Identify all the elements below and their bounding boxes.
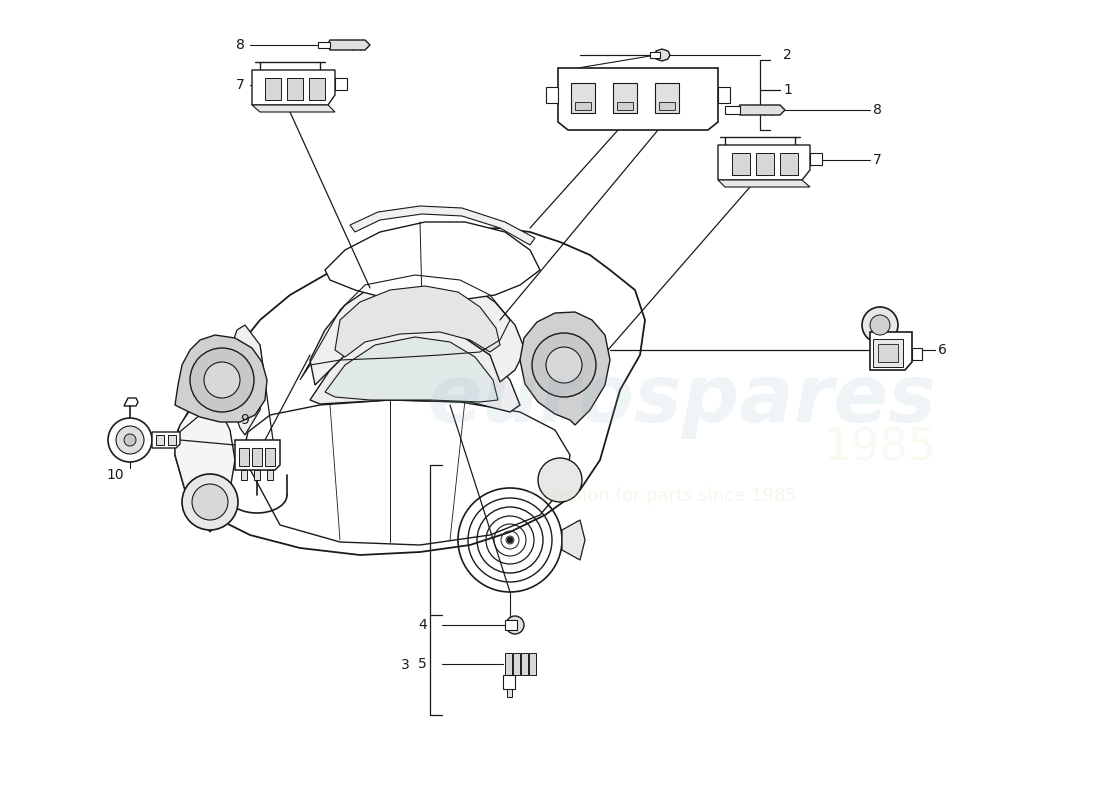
Polygon shape xyxy=(175,228,645,555)
Circle shape xyxy=(870,315,890,335)
Circle shape xyxy=(190,348,254,412)
Circle shape xyxy=(124,434,136,446)
Bar xyxy=(287,78,303,100)
Text: 1985: 1985 xyxy=(824,426,936,470)
Bar xyxy=(650,52,660,58)
Polygon shape xyxy=(252,105,336,112)
Circle shape xyxy=(532,333,596,397)
Circle shape xyxy=(506,616,524,634)
Polygon shape xyxy=(520,312,610,425)
Bar xyxy=(505,620,517,630)
Text: 8: 8 xyxy=(236,38,245,52)
Circle shape xyxy=(546,347,582,383)
Polygon shape xyxy=(558,68,718,130)
Bar xyxy=(156,435,164,445)
Circle shape xyxy=(182,474,238,530)
Polygon shape xyxy=(245,400,570,545)
Bar xyxy=(507,689,512,697)
Bar xyxy=(718,87,730,103)
Text: 7: 7 xyxy=(873,153,882,167)
Bar xyxy=(336,78,346,90)
Text: 9: 9 xyxy=(241,413,250,427)
Bar xyxy=(780,153,798,175)
Text: 10: 10 xyxy=(107,468,124,482)
Circle shape xyxy=(108,418,152,462)
Circle shape xyxy=(204,362,240,398)
Text: 4: 4 xyxy=(418,618,427,632)
Bar xyxy=(571,83,595,113)
Bar xyxy=(267,470,273,480)
Text: eurospares: eurospares xyxy=(428,361,936,439)
Circle shape xyxy=(192,484,228,520)
Bar xyxy=(756,153,774,175)
Bar xyxy=(503,675,515,689)
Text: 6: 6 xyxy=(938,343,947,357)
Polygon shape xyxy=(327,40,370,50)
Bar xyxy=(725,106,740,114)
Bar xyxy=(546,87,558,103)
Text: a passion for parts since 1985: a passion for parts since 1985 xyxy=(524,487,796,505)
Text: 2: 2 xyxy=(783,48,792,62)
Polygon shape xyxy=(336,286,500,357)
Polygon shape xyxy=(175,335,267,422)
Polygon shape xyxy=(324,222,540,301)
Circle shape xyxy=(116,426,144,454)
Polygon shape xyxy=(324,337,498,402)
Polygon shape xyxy=(310,278,525,385)
Text: 1: 1 xyxy=(783,83,792,97)
Bar xyxy=(239,448,249,466)
Text: 5: 5 xyxy=(418,657,427,671)
Polygon shape xyxy=(310,328,520,412)
Bar xyxy=(254,470,260,480)
Bar xyxy=(654,83,679,113)
Text: 3: 3 xyxy=(402,658,410,672)
Bar xyxy=(168,435,176,445)
Polygon shape xyxy=(235,440,280,470)
Bar xyxy=(318,42,330,48)
Bar xyxy=(732,153,750,175)
Polygon shape xyxy=(737,105,785,115)
Circle shape xyxy=(862,307,898,343)
Bar xyxy=(659,102,675,110)
Bar xyxy=(309,78,324,100)
Polygon shape xyxy=(152,432,180,448)
Bar xyxy=(575,102,591,110)
Bar xyxy=(241,470,248,480)
Polygon shape xyxy=(175,400,235,532)
Bar xyxy=(873,339,903,367)
Polygon shape xyxy=(521,653,528,675)
Bar xyxy=(265,78,280,100)
Text: 7: 7 xyxy=(236,78,245,92)
Bar xyxy=(265,448,275,466)
Bar xyxy=(912,348,922,360)
Text: 8: 8 xyxy=(873,103,882,117)
Polygon shape xyxy=(562,520,585,560)
Polygon shape xyxy=(718,145,810,180)
Bar xyxy=(810,153,822,165)
Polygon shape xyxy=(718,180,810,187)
Bar xyxy=(613,83,637,113)
Circle shape xyxy=(538,458,582,502)
Bar xyxy=(252,448,262,466)
Polygon shape xyxy=(656,49,670,61)
Polygon shape xyxy=(228,325,265,435)
Polygon shape xyxy=(505,653,512,675)
Polygon shape xyxy=(529,653,536,675)
Polygon shape xyxy=(350,206,535,245)
Polygon shape xyxy=(870,332,912,370)
Polygon shape xyxy=(252,70,336,105)
Bar xyxy=(878,344,898,362)
Circle shape xyxy=(507,537,513,543)
Polygon shape xyxy=(513,653,520,675)
Bar xyxy=(617,102,632,110)
